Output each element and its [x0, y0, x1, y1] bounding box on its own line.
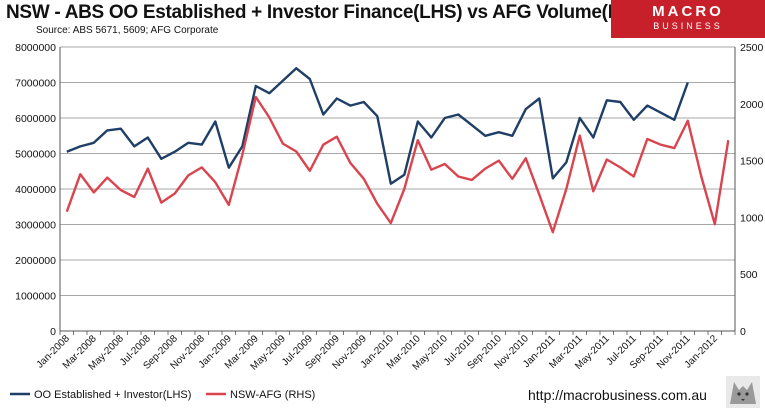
- wolf-logo-icon: [726, 376, 760, 408]
- x-axis-ticks: Jan-2008Mar-2008May-2008Jul-2008Sep-2008…: [35, 333, 721, 373]
- right-tick-label: 1000: [740, 212, 764, 224]
- left-tick-label: 6000000: [15, 113, 56, 125]
- series-lines: [65, 67, 730, 234]
- right-tick-label: 500: [740, 269, 758, 281]
- series-line-nsw-afg: [65, 95, 730, 234]
- grid-lines: [60, 46, 735, 332]
- right-tick-label: 2000: [740, 99, 764, 111]
- axes: [59, 47, 736, 335]
- website-url[interactable]: http://macrobusiness.com.au: [528, 387, 707, 403]
- right-axis-ticks: 0 500 1000 1500 2000 2500: [740, 42, 764, 338]
- left-tick-label: 3000000: [15, 220, 56, 232]
- macrobusiness-logo: MACRO BUSINESS: [611, 0, 765, 38]
- left-tick-label: 7000000: [15, 78, 56, 90]
- right-tick-label: 2500: [740, 42, 764, 54]
- right-tick-label: 1500: [740, 156, 764, 168]
- source-note: Source: ABS 5671, 5609; AFG Corporate: [36, 25, 219, 36]
- legend-label: OO Established + Investor(LHS): [34, 389, 191, 401]
- legend: OO Established + Investor(LHS) NSW-AFG (R…: [10, 389, 315, 401]
- left-tick-label: 2000000: [15, 255, 56, 267]
- left-axis-ticks: 0 1000000 2000000 3000000 4000000 5000000 6000…: [15, 42, 56, 338]
- logo-line-2: BUSINESS: [653, 21, 723, 31]
- legend-label: NSW-AFG (RHS): [230, 389, 315, 401]
- left-tick-label: 1000000: [15, 291, 56, 303]
- chart-title: NSW - ABS OO Established + Investor Fina…: [6, 2, 653, 23]
- right-tick-label: 0: [740, 326, 746, 338]
- series-line-oo-finance: [66, 67, 689, 185]
- logo-line-1: MACRO: [652, 3, 724, 20]
- left-tick-label: 5000000: [15, 149, 56, 161]
- left-tick-label: 4000000: [15, 184, 56, 196]
- left-tick-label: 0: [50, 326, 56, 338]
- left-tick-label: 8000000: [15, 42, 56, 54]
